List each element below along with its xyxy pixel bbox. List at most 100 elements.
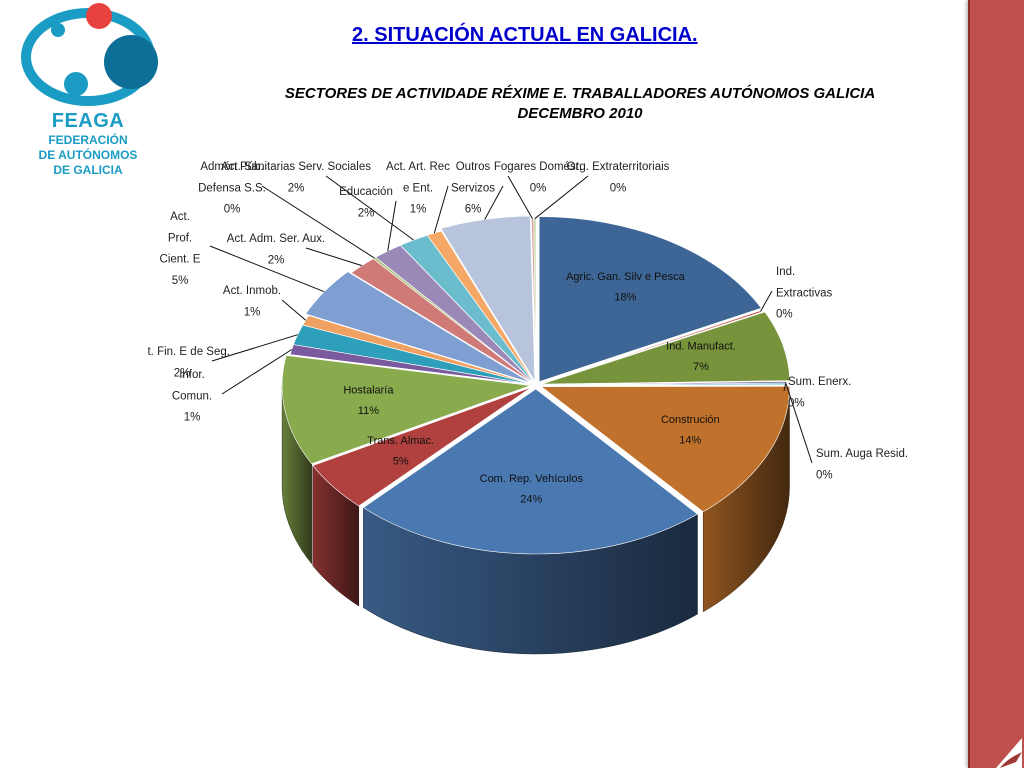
slice-label-line: 1% xyxy=(184,412,201,424)
pie-slice-7[interactable] xyxy=(312,387,532,507)
chart-subtitle: SECTORES DE ACTIVIDADE RÉXIME E. TRABALL… xyxy=(180,84,980,124)
slice-label-line: Trans. Almac. xyxy=(367,435,434,447)
leader-line-1 xyxy=(759,290,773,312)
leader-line-19 xyxy=(507,175,533,219)
slice-labels: Agric. Gan. Silv e Pesca 18% Ind. Extractiv… xyxy=(148,161,908,506)
leader-line-3 xyxy=(783,382,787,392)
slice-label-line: 0% xyxy=(530,182,547,194)
slice-label-line: 18% xyxy=(614,291,636,303)
slice-label-line: Ind. Manufact. xyxy=(666,341,736,353)
slice-label-line: 0% xyxy=(816,469,833,481)
slice-label-line: 2% xyxy=(358,207,375,219)
slice-label-line: 0% xyxy=(224,204,241,216)
slice-label-line: Act. xyxy=(170,211,190,223)
logo-line-2: DE AUTÓNOMOS xyxy=(38,148,138,162)
slice-label-7: Trans. Almac. 5% xyxy=(367,435,434,467)
slice-label-6: Com. Rep. Vehículos 24% xyxy=(480,473,584,505)
slice-label-line: 2% xyxy=(174,367,191,379)
leader-line-18 xyxy=(484,185,504,220)
logo-line-1: FEDERACIÓN xyxy=(48,133,128,147)
slice-label-12: Act. Prof. Cient. E 5% xyxy=(160,211,201,287)
slice-label-11: Act. Inmob. 1% xyxy=(223,285,281,318)
slice-label-line: 0% xyxy=(788,397,805,409)
subtitle-line-2: DECEMBRO 2010 xyxy=(517,105,643,122)
feaga-logo xyxy=(21,3,158,106)
slice-label-9: Infor. Comun. 1% xyxy=(172,369,212,424)
leader-line-13 xyxy=(305,247,363,267)
pie-top-layer xyxy=(281,215,791,555)
slice-label-20: Org. Extraterritoriais 0% xyxy=(567,161,670,194)
slice-label-line: 2% xyxy=(288,182,305,194)
slice-label-1: Ind. Extractivas 0% xyxy=(776,266,832,321)
subtitle-line-1: SECTORES DE ACTIVIDADE RÉXIME E. TRABALL… xyxy=(284,85,876,102)
pie-slice-2[interactable] xyxy=(541,311,791,385)
slice-label-line: Admón Púb. xyxy=(200,161,263,173)
pie-chart: Agric. Gan. Silv e Pesca 18% Ind. Extractiv… xyxy=(148,161,908,655)
slice-label-18: Outros Servizos 6% xyxy=(451,161,495,216)
pie-slice-6[interactable] xyxy=(362,388,699,555)
slice-label-line: Ind. xyxy=(776,266,795,278)
leader-line-15 xyxy=(387,200,397,252)
slice-label-line: Servizos xyxy=(451,182,495,194)
slice-label-14: Admón Púb. Defensa S.S. 0% xyxy=(198,161,266,216)
pie-slice-0[interactable] xyxy=(538,216,762,383)
slice-label-15: Educación 2% xyxy=(339,186,393,219)
logo-big-circle xyxy=(104,35,158,89)
pie-chart-area: Agric. Gan. Silv e Pesca 18% Ind. Extractiv… xyxy=(148,150,916,768)
slice-label-line: 2% xyxy=(268,254,285,266)
page-curl-icon xyxy=(996,738,1022,768)
slice-label-line: 24% xyxy=(520,494,542,506)
slice-label-line: Act. Adm. Ser. Aux. xyxy=(227,233,325,245)
slice-label-17: Act. Art. Rec e Ent. 1% xyxy=(386,161,450,216)
logo-small-circle xyxy=(64,72,88,96)
logo-red-dot xyxy=(86,3,112,29)
slice-label-line: 7% xyxy=(693,361,709,373)
slice-label-line: 5% xyxy=(172,275,189,287)
pie-slice-5[interactable] xyxy=(540,385,790,513)
logo-line-3: DE GALICIA xyxy=(53,163,123,177)
slice-label-line: e Ent. xyxy=(403,182,433,194)
slice-label-5: Construción 14% xyxy=(661,414,720,446)
section-title[interactable]: 2. SITUACIÓN ACTUAL EN GALICIA. xyxy=(352,24,698,46)
leader-line-20 xyxy=(534,175,589,220)
slice-label-line: Hostalaría xyxy=(343,384,394,396)
logo-name: FEAGA xyxy=(51,110,125,132)
slice-label-line: Sum. Auga Resid. xyxy=(816,448,908,460)
slice-label-10: Act. Fin. E de Seg. 2% xyxy=(148,346,230,379)
slice-label-8: Hostalaría 11% xyxy=(343,384,394,416)
slice-label-line: 6% xyxy=(465,204,482,216)
leader-line-14 xyxy=(261,185,375,259)
pie-slice-11[interactable] xyxy=(302,315,535,385)
slice-label-line: Act. Fin. E de Seg. xyxy=(148,346,230,358)
slice-label-line: Act. Inmob. xyxy=(223,285,281,297)
slice-label-13: Act. Adm. Ser. Aux. 2% xyxy=(227,233,325,266)
slice-label-line: 0% xyxy=(776,309,793,321)
slice-label-line: Outros xyxy=(456,161,491,173)
slice-label-2: Ind. Manufact. 7% xyxy=(666,341,736,373)
slice-label-line: 14% xyxy=(679,434,701,446)
slice-label-line: Cient. E xyxy=(160,254,201,266)
slice-label-line: Org. Extraterritoriais xyxy=(567,161,670,173)
slice-label-line: 0% xyxy=(610,182,627,194)
leader-line-11 xyxy=(281,299,307,321)
slice-label-16: Act. Sanitarias Serv. Sociales 2% xyxy=(221,161,371,194)
slice-label-line: Defensa S.S. xyxy=(198,182,266,194)
slice-label-line: Fogares Domést. xyxy=(494,161,582,173)
leader-line-4 xyxy=(785,383,813,464)
pie-slice-8[interactable] xyxy=(281,355,531,465)
slice-label-line: Prof. xyxy=(168,232,192,244)
slice-label-line: Comun. xyxy=(172,390,212,402)
pie-slice-18[interactable] xyxy=(440,215,536,383)
leader-line-16 xyxy=(325,175,414,241)
pie-slice-12[interactable] xyxy=(305,271,532,384)
slice-label-line: Infor. xyxy=(179,369,205,381)
slice-label-3: Sum. Enerx. 0% xyxy=(788,376,851,409)
leader-line-17 xyxy=(433,185,449,234)
slice-label-line: Extractivas xyxy=(776,287,832,299)
logo-tiny-circle xyxy=(51,23,65,37)
slice-label-line: 11% xyxy=(358,405,379,417)
slice-label-4: Sum. Auga Resid. 0% xyxy=(816,448,908,481)
slice-label-line: 5% xyxy=(393,455,409,467)
logo-text: FEAGA FEDERACIÓN DE AUTÓNOMOS DE GALICIA xyxy=(20,110,156,178)
slice-label-line: Com. Rep. Vehículos xyxy=(480,473,584,485)
